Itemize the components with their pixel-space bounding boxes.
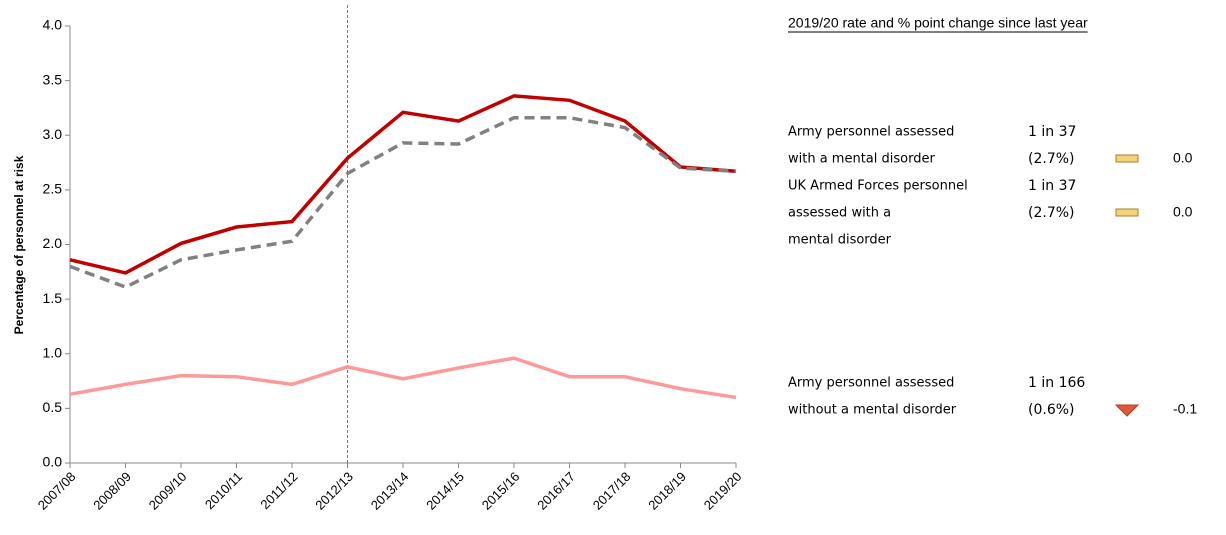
x-tick-label: 2014/15 (423, 469, 467, 513)
x-tick-label: 2012/13 (312, 469, 356, 513)
x-tick-label: 2013/14 (368, 469, 412, 513)
y-axis-label: Percentage of personnel at risk (12, 155, 26, 334)
summary-percent: (0.6%) (1028, 402, 1075, 418)
change-marker (1115, 154, 1139, 163)
summary-percent: (2.7%) (1028, 151, 1075, 167)
y-tick-label: 3.5 (43, 71, 63, 87)
y-tick-label: 0.5 (43, 399, 63, 415)
change-label: -0.1 (1173, 401, 1197, 417)
series-line (69, 94, 737, 275)
y-tick-label: 1.0 (43, 344, 63, 360)
change-marker (1115, 208, 1139, 217)
x-tick-label: 2009/10 (146, 469, 190, 513)
x-tick-label: 2008/09 (90, 469, 134, 513)
change-label: 0.0 (1173, 150, 1193, 166)
x-tick-label: 2015/16 (479, 469, 523, 513)
summary-rate: 1 in 166 (1028, 375, 1085, 391)
series-line (69, 116, 737, 290)
x-tick-label: 2007/08 (35, 469, 79, 513)
x-tick-label: 2018/19 (645, 469, 689, 513)
y-tick-label: 1.5 (43, 290, 63, 306)
y-tick-label: 2.0 (43, 235, 63, 251)
y-tick-label: 3.0 (43, 126, 63, 142)
y-tick-label: 0.0 (43, 454, 63, 470)
summary-label: without a mental disorder (788, 403, 957, 418)
y-tick-label: 2.5 (43, 181, 63, 197)
summary-label: with a mental disorder (788, 152, 935, 167)
y-tick-label: 4.0 (43, 17, 63, 33)
change-label: 0.0 (1173, 204, 1193, 220)
summary-label: mental disorder (788, 233, 892, 248)
summary-label: Army personnel assessed (788, 376, 954, 391)
summary-rate: 1 in 37 (1028, 124, 1076, 140)
summary-percent: (2.7%) (1028, 205, 1075, 221)
series-line (69, 356, 737, 400)
x-tick-label: 2011/12 (257, 469, 300, 512)
x-tick-label: 2019/20 (701, 469, 745, 513)
x-tick-label: 2016/17 (534, 469, 578, 513)
summary-rate: 1 in 37 (1028, 178, 1076, 194)
change-marker (1114, 404, 1140, 417)
x-tick-label: 2017/18 (590, 469, 634, 513)
summary-title: 2019/20 rate and % point change since la… (788, 15, 1088, 31)
summary-label: UK Armed Forces personnel (788, 179, 968, 194)
x-tick-label: 2010/11 (202, 469, 245, 512)
summary-label: assessed with a (788, 206, 891, 221)
summary-label: Army personnel assessed (788, 125, 954, 140)
